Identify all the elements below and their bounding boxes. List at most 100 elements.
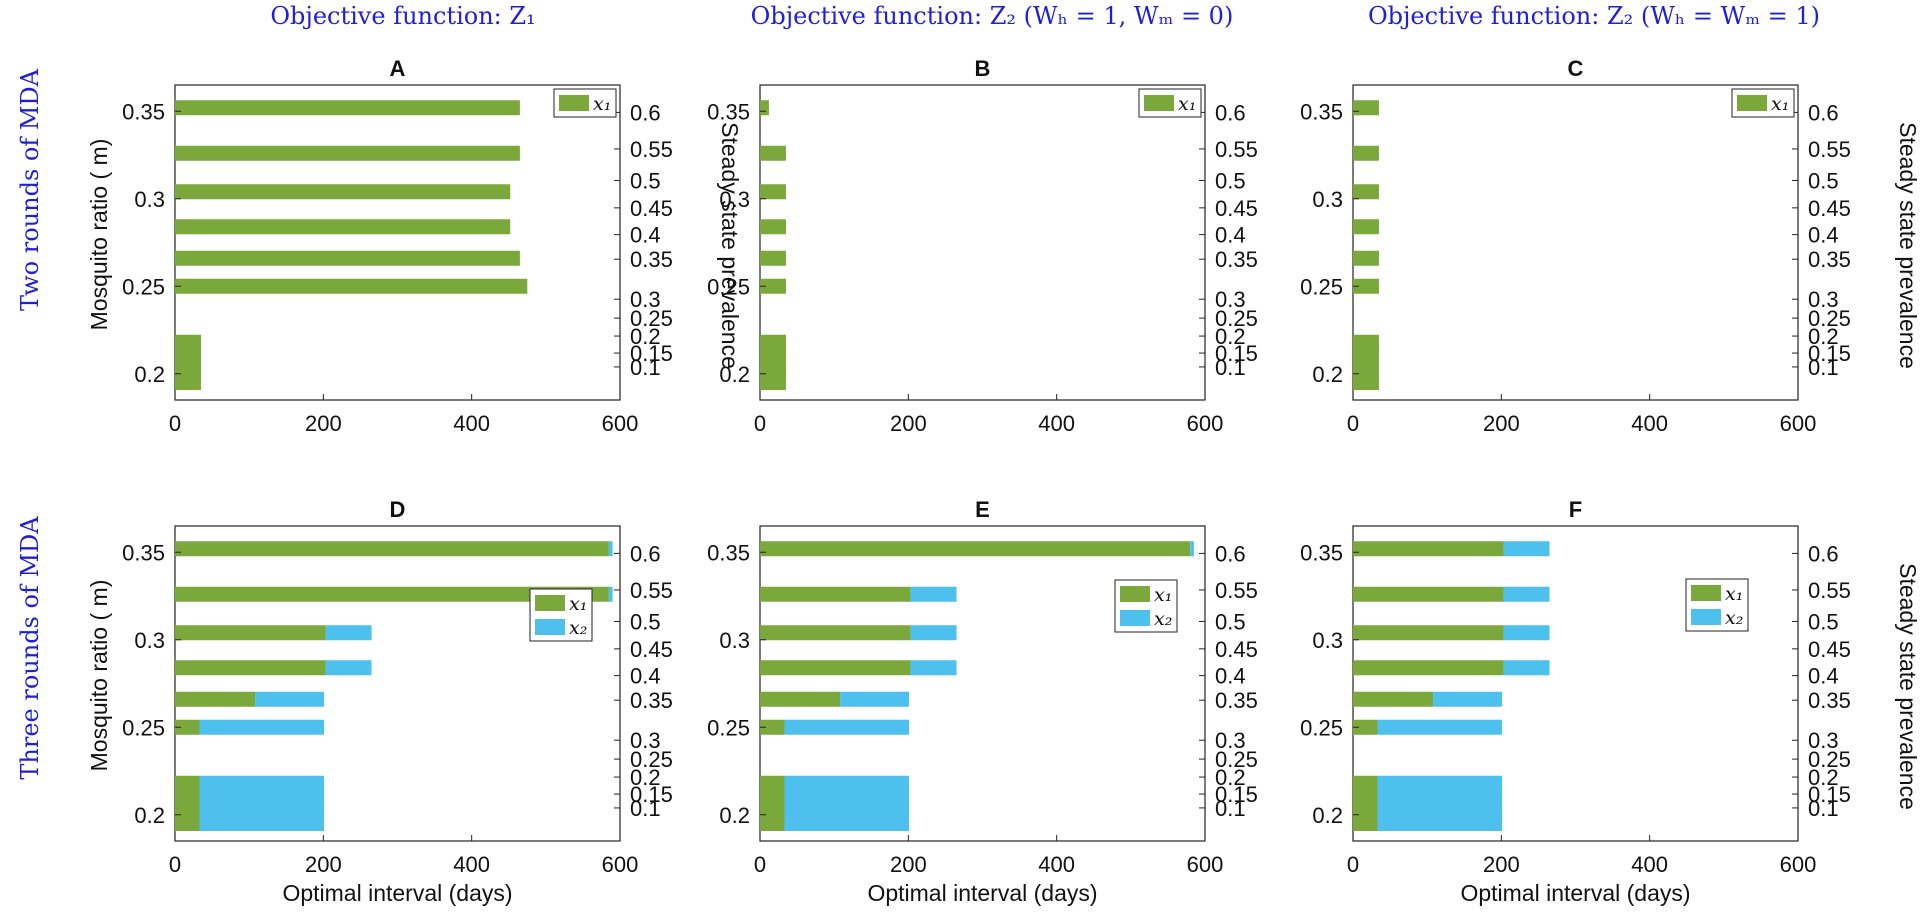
right-tick-label: 0.5 <box>1215 609 1246 634</box>
row-heading-1: Two rounds of MDA <box>16 68 44 311</box>
y-tick-label: 0.2 <box>134 362 165 387</box>
legend: x₁ <box>1731 88 1795 118</box>
panel-title: B <box>975 56 991 81</box>
y-tick-label: 0.2 <box>1312 803 1343 828</box>
plot-frame <box>1352 84 1799 401</box>
x-tick-label: 200 <box>890 411 927 436</box>
legend-swatch-x1 <box>1737 95 1767 111</box>
panel-title: D <box>390 497 406 522</box>
bar-x1 <box>175 100 520 116</box>
right-tick-label: 0.15 <box>630 341 673 366</box>
y-tick-label: 0.3 <box>719 628 750 653</box>
x-tick-label: 400 <box>453 411 490 436</box>
y-tick-label: 0.35 <box>1300 99 1343 124</box>
bar-x2 <box>608 541 613 557</box>
right-tick-label: 0.4 <box>1808 223 1839 248</box>
bar-x2 <box>784 775 910 791</box>
right-tick-label: 0.5 <box>1808 609 1839 634</box>
bar-x1 <box>1353 250 1379 266</box>
right-tick-label: 0.2 <box>1215 324 1246 349</box>
y-tick-label: 0.2 <box>719 803 750 828</box>
right-tick-label: 0.55 <box>1808 578 1851 603</box>
bar-x1 <box>175 250 520 266</box>
bar-x1 <box>760 541 1191 557</box>
bar-x2 <box>1503 625 1550 641</box>
legend: x₁ <box>553 88 617 118</box>
y2-axis-label: Steady state prevalence <box>1895 122 1920 369</box>
right-tick-label: 0.6 <box>1215 100 1246 125</box>
bar-x1 <box>1353 278 1379 294</box>
y-tick-label: 0.3 <box>1312 628 1343 653</box>
right-tick-label: 0.35 <box>1215 247 1258 272</box>
right-tick-label: 0.55 <box>1215 137 1258 162</box>
bar-x2 <box>910 625 957 641</box>
x-axis-label: Optimal interval (days) <box>282 880 512 906</box>
y2-axis-label: Steady state prevalence <box>717 122 743 369</box>
right-tick-label: 0.2 <box>1215 765 1246 790</box>
y-tick-label: 0.2 <box>1312 362 1343 387</box>
y-tick-label: 0.35 <box>707 99 750 124</box>
right-tick-label: 0.4 <box>1808 664 1839 689</box>
x-tick-label: 600 <box>1187 411 1224 436</box>
legend-swatch-x1 <box>1120 586 1150 602</box>
bar-x2 <box>910 586 957 602</box>
right-tick-label: 0.25 <box>1808 747 1851 772</box>
bar-x1 <box>1353 719 1378 735</box>
bar-x1 <box>760 219 786 235</box>
right-tick-label: 0.2 <box>1808 324 1839 349</box>
right-tick-label: 0.55 <box>1215 578 1258 603</box>
panel-title: C <box>1568 56 1584 81</box>
right-tick-label: 0.35 <box>1215 688 1258 713</box>
y-tick-label: 0.3 <box>719 187 750 212</box>
x-tick-label: 200 <box>1483 852 1520 877</box>
y-tick-label: 0.2 <box>134 803 165 828</box>
right-tick-label: 0.55 <box>630 578 673 603</box>
x-tick-label: 600 <box>1187 852 1224 877</box>
bar-x2 <box>840 691 910 707</box>
bar-x1 <box>760 691 841 707</box>
bar-x2 <box>255 691 325 707</box>
x-axis-label: Optimal interval (days) <box>1460 880 1690 906</box>
right-tick-label: 0.15 <box>630 782 673 807</box>
right-tick-label: 0.3 <box>1215 728 1246 753</box>
right-tick-label: 0.45 <box>1215 196 1258 221</box>
chart-panel-f: 0 200 400 6000.20.250.30.350.10.150.20.250.… <box>1300 497 1920 906</box>
x-tick-label: 200 <box>305 852 342 877</box>
right-tick-label: 0.45 <box>1808 637 1851 662</box>
x-tick-label: 0 <box>754 852 766 877</box>
legend-swatch-x1 <box>535 595 565 611</box>
bar-x1 <box>175 334 201 350</box>
bar-x1 <box>1353 586 1504 602</box>
bar-x1 <box>1353 660 1504 676</box>
x-tick-label: 0 <box>1347 852 1359 877</box>
y-tick-label: 0.25 <box>1300 274 1343 299</box>
y-axis-label: Mosquito ratio ( m) <box>86 139 112 331</box>
right-tick-label: 0.4 <box>630 664 661 689</box>
bar-x1 <box>760 775 785 791</box>
bar-x1 <box>175 775 200 791</box>
right-tick-label: 0.4 <box>630 223 661 248</box>
right-tick-label: 0.25 <box>1215 747 1258 772</box>
bar-x2 <box>1377 775 1503 791</box>
x-tick-label: 200 <box>890 852 927 877</box>
x-tick-label: 200 <box>1483 411 1520 436</box>
bar-x2 <box>1503 586 1550 602</box>
right-tick-label: 0.6 <box>630 541 661 566</box>
x-tick-label: 400 <box>1038 852 1075 877</box>
right-tick-label: 0.35 <box>1808 247 1851 272</box>
right-tick-label: 0.4 <box>1215 223 1246 248</box>
column-heading-3: Objective function: Z₂ (Wₕ = Wₘ = 1) <box>1368 2 1820 30</box>
x-tick-label: 0 <box>754 411 766 436</box>
y-axis-label: Mosquito ratio ( m) <box>86 580 112 772</box>
panel-title: F <box>1569 497 1582 522</box>
right-tick-label: 0.5 <box>1215 168 1246 193</box>
bar-x1 <box>760 184 786 200</box>
y2-axis-label: Steady state prevalence <box>1895 563 1920 810</box>
chart-panel-b: 0 200 400 6000.20.250.30.350.10.150.20.250.… <box>707 56 1258 436</box>
right-tick-label: 0.35 <box>1808 688 1851 713</box>
x-axis-label: Optimal interval (days) <box>867 880 1097 906</box>
figure-headings: Objective function: Z₁ Objective functio… <box>16 2 1820 780</box>
x-tick-label: 400 <box>453 852 490 877</box>
